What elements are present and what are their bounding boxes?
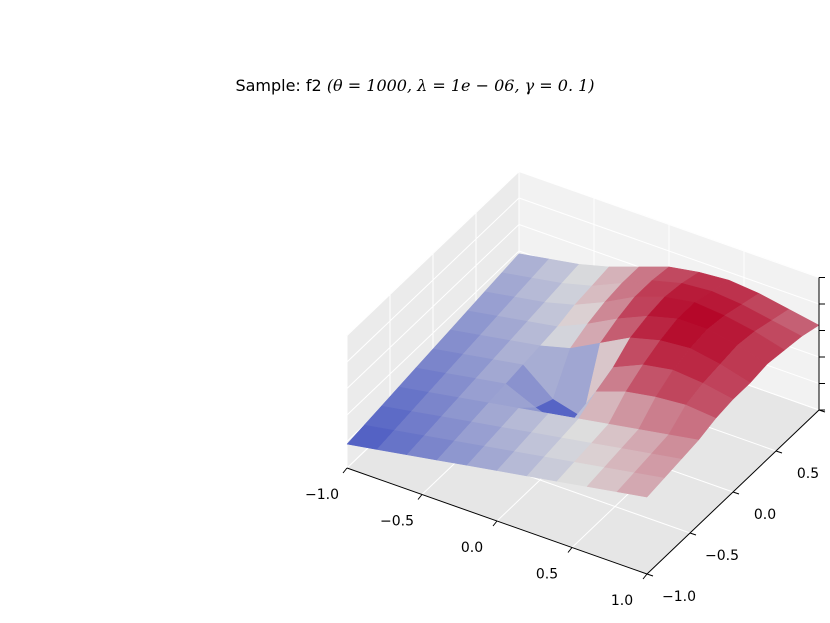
- surface-facet: [616, 472, 665, 498]
- axes-lines: [342, 277, 826, 580]
- y-tick-mark: [689, 532, 697, 536]
- x-tick-label: 0.0: [461, 540, 483, 556]
- grid-line-z: [346, 170, 820, 336]
- chart-title: Sample: f2 (θ = 1000, λ = 1e − 06, γ = 0…: [0, 76, 830, 95]
- y-tick-mark: [732, 491, 740, 495]
- y-tick-label: 0.0: [754, 507, 776, 523]
- y-tick-mark: [775, 450, 783, 454]
- chart-title-params: (θ = 1000, λ = 1e − 06, γ = 0. 1): [326, 76, 595, 95]
- y-tick-label: −0.5: [705, 548, 739, 564]
- x-tick-mark: [567, 547, 573, 553]
- chart-title-prefix: Sample: f2: [235, 76, 327, 95]
- y-tick-mark: [646, 573, 654, 577]
- x-tick-label: −0.5: [380, 514, 414, 530]
- x-tick-label: 1.0: [611, 593, 633, 609]
- x-tick-mark: [417, 494, 423, 500]
- y-tick-label: −1.0: [662, 589, 696, 605]
- x-tick-label: 0.5: [536, 567, 558, 583]
- surface: [346, 253, 820, 498]
- grid-line-z: [346, 197, 820, 363]
- x-tick-mark: [642, 573, 648, 580]
- tick-labels: −1.0−0.50.00.51.0−1.0−0.50.00.51.0−1.0−0…: [305, 466, 819, 609]
- x-tick-label: −1.0: [305, 487, 339, 503]
- x-tick-mark: [492, 520, 498, 527]
- x-tick-mark: [342, 467, 348, 474]
- y-tick-label: 0.5: [797, 466, 819, 482]
